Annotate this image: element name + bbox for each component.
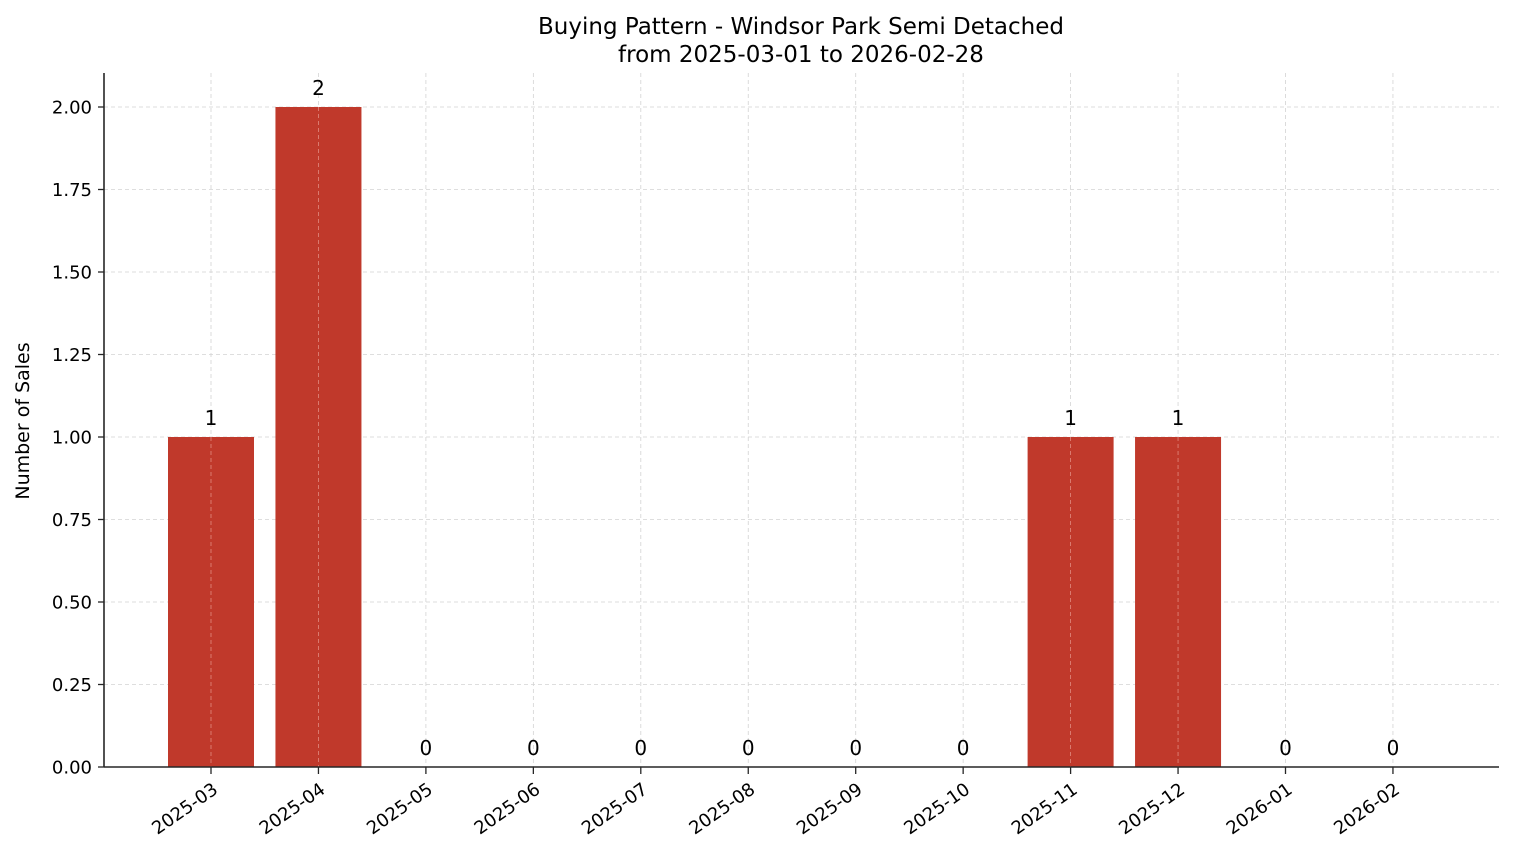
data-labels: 1 2 0 0 0 0 0 0 1 1 0 0	[205, 76, 1400, 760]
x-tick-label: 2025-04	[256, 779, 330, 839]
x-tick-label: 2025-07	[578, 779, 652, 839]
bar-value-label: 0	[849, 736, 862, 760]
y-tick-label: 0.25	[52, 675, 92, 696]
axes: 0.00 0.25 0.50 0.75 1.00 1.25 1.50 1.75 2.00 2025…	[52, 73, 1499, 839]
x-tick-label: 2026-02	[1330, 779, 1404, 839]
bar-value-label: 0	[742, 736, 755, 760]
y-tick-label: 2.00	[52, 98, 92, 119]
x-tick-label: 2025-08	[685, 779, 759, 839]
bar-value-label: 1	[1064, 406, 1077, 430]
bars	[168, 107, 1222, 767]
bar-value-label: 0	[1387, 736, 1400, 760]
chart-subtitle: from 2025-03-01 to 2026-02-28	[618, 42, 984, 68]
x-tick-label: 2025-11	[1008, 779, 1082, 839]
bar-value-label: 1	[1172, 406, 1185, 430]
y-tick-label: 1.75	[52, 180, 92, 201]
bar-value-label: 0	[1279, 736, 1292, 760]
y-tick-label: 1.00	[52, 428, 92, 449]
bar-value-label: 1	[205, 406, 218, 430]
y-axis-label: Number of Sales	[12, 342, 34, 499]
x-tick-label: 2025-03	[148, 779, 222, 839]
y-tick-label: 1.50	[52, 263, 92, 284]
y-tick-label: 0.50	[52, 593, 92, 614]
bar-value-label: 0	[957, 736, 970, 760]
bar-value-label: 2	[312, 76, 325, 100]
bar-value-label: 0	[420, 736, 433, 760]
x-tick-label: 2026-01	[1223, 779, 1297, 839]
chart-title: Buying Pattern - Windsor Park Semi Detac…	[538, 14, 1064, 40]
x-tick-label: 2025-09	[793, 779, 867, 839]
y-tick-label: 1.25	[52, 345, 92, 366]
x-tick-label: 2025-06	[471, 779, 545, 839]
bar-value-label: 0	[634, 736, 647, 760]
y-tick-label: 0.00	[52, 758, 92, 779]
x-tick-label: 2025-10	[900, 779, 974, 839]
x-tick-label: 2025-12	[1115, 779, 1189, 839]
x-tick-label: 2025-05	[363, 779, 437, 839]
bar-value-label: 0	[527, 736, 540, 760]
y-tick-label: 0.75	[52, 510, 92, 531]
